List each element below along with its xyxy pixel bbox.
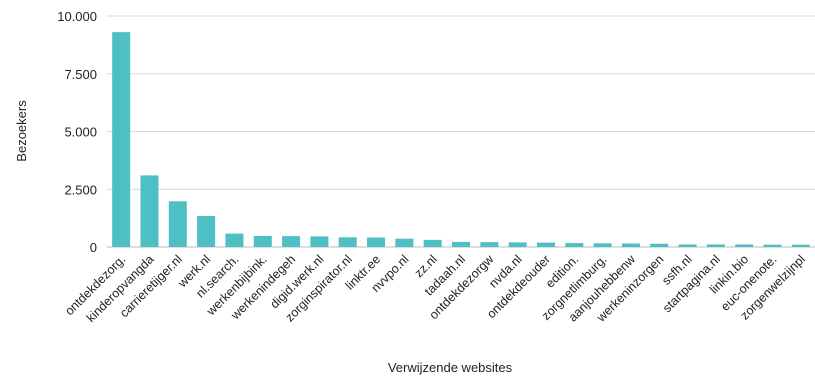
bar: [140, 175, 159, 247]
bar: [593, 243, 612, 247]
bar: [452, 241, 470, 247]
y-tick-labels: 0 2.500 5.000 7.500 10.000: [57, 9, 97, 255]
x-axis-title: Verwijzende websites: [388, 360, 513, 375]
bar: [338, 237, 357, 247]
bar: [282, 236, 301, 247]
gridlines: [107, 15, 815, 248]
bar: [565, 243, 584, 247]
bar: [423, 239, 442, 247]
bar: [367, 237, 386, 247]
y-tick-label: 0: [90, 240, 97, 255]
bar: [395, 238, 414, 247]
bars: [112, 32, 810, 247]
bar: [253, 235, 272, 247]
bar: [112, 32, 131, 247]
bar: [508, 242, 527, 247]
bar: [791, 244, 810, 247]
bar: [763, 244, 782, 247]
bar: [168, 201, 187, 247]
bar: [706, 244, 725, 247]
x-tick-labels: ontdekdezorg.kinderopvangdacarrieretijge…: [62, 252, 808, 326]
y-tick-label: 2.500: [64, 182, 97, 197]
bar: [621, 243, 640, 247]
y-tick-label: 7.500: [64, 67, 97, 82]
bar: [678, 244, 697, 247]
y-tick-label: 5.000: [64, 125, 97, 140]
bar: [225, 233, 244, 247]
bar: [735, 244, 754, 247]
y-axis-title: Bezoekers: [14, 100, 29, 162]
bar: [536, 242, 555, 247]
bar: [310, 236, 329, 247]
bar: [480, 242, 499, 247]
y-tick-label: 10.000: [57, 9, 97, 24]
bar: [650, 243, 669, 247]
bar: [197, 216, 216, 247]
